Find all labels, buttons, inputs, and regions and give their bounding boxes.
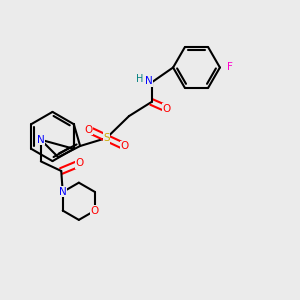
- Text: N: N: [59, 187, 67, 197]
- Text: H: H: [136, 74, 143, 85]
- Text: O: O: [75, 158, 83, 169]
- Text: F: F: [226, 62, 232, 73]
- Text: N: N: [145, 76, 152, 86]
- Text: O: O: [120, 141, 129, 152]
- Text: S: S: [103, 133, 110, 143]
- Text: HN: HN: [136, 75, 152, 85]
- Text: O: O: [162, 103, 171, 114]
- Text: O: O: [91, 206, 99, 216]
- Text: N: N: [37, 135, 45, 145]
- Text: O: O: [84, 124, 93, 135]
